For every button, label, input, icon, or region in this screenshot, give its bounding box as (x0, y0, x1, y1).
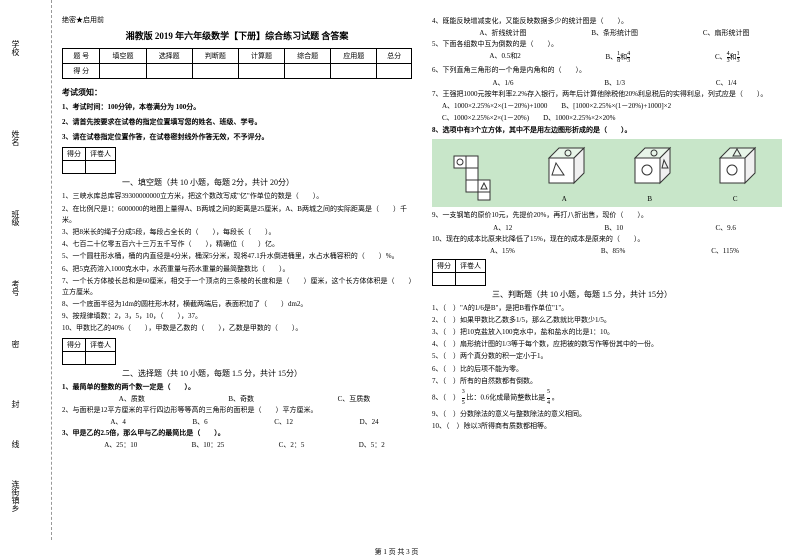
sec3-title: 三、判断题（共 10 小题，每题 1.5 分，共计 15分） (432, 289, 782, 300)
s1-q1: 1、三峡水库总库容39300000000立方米，把这个数改写成"亿"作单位的数是… (62, 191, 412, 202)
cube-b: B (620, 143, 680, 203)
s3-q6: 6、（ ）比的后项不能为零。 (432, 364, 782, 375)
s1-q3: 3、把8米长的绳子分成5段，每段占全长的（ ），每段长（ ）。 (62, 227, 412, 238)
th-app: 应用题 (331, 49, 377, 64)
s1-q6: 6、把5克药溶入1000克水中，水药重量与药水重量的最简整数比（ ）。 (62, 264, 412, 275)
s3-q8: 8、（ ） 35 比：0.6化成最简整数比是 54 。 (432, 388, 782, 408)
s2-q1-opts: A、质数 B、奇数 C、互质数 (62, 394, 412, 404)
s3-q3: 3、（ ）把10克盐放入100克水中，盐和盐水的比是1：10。 (432, 327, 782, 338)
notice-head: 考试须知： (62, 87, 412, 98)
left-column: 绝密★启用前 湘教版 2019 年六年级数学【下册】综合练习试题 含答案 题 号… (52, 0, 422, 540)
s2-q8: 8、选项中有3个立方体，其中不是用左边图形折成的是（ ）。 (432, 125, 782, 136)
th-calc: 计算题 (238, 49, 284, 64)
s2-q10-opts: A、15% B、85% C、115% (432, 246, 782, 256)
score-table: 题 号 填空题 选择题 判断题 计算题 综合题 应用题 总分 得 分 (62, 48, 412, 79)
binding-column: 学校 姓名 班级 考号 密 封 线 连街镇乡 (0, 0, 52, 540)
s1-q7: 7、一个长方体棱长总和是60厘米，相交于一个顶点的三条棱的长度和是（ ）厘米，这… (62, 276, 412, 298)
s1-q5: 5、一个圆柱形水桶，桶的内直径是4分米，桶深5分米，现将47.1升水倒进桶里，水… (62, 251, 412, 262)
th-num: 题 号 (63, 49, 100, 64)
s2-q5-opts: A、0.5和2 B、18和43 C、43和13 (432, 51, 782, 64)
bind-seal3: 线 (10, 440, 21, 448)
s2-q7a: A、1000×2.25%×2×(1－20%)+1000 B、[1000×2.25… (432, 101, 782, 112)
s2-q6: 6、下列直角三角形的一个角是内角和的（ ）。 (432, 65, 782, 76)
cube-net (449, 151, 509, 203)
exam-title: 湘教版 2019 年六年级数学【下册】综合练习试题 含答案 (62, 29, 412, 42)
s3-q1: 1、（ ）"A的1/6是B"，是把B看作单位"1"。 (432, 303, 782, 314)
subscore-1: 得分评卷人 (62, 147, 116, 174)
td-score: 得 分 (63, 64, 100, 79)
s2-q1: 1、最简单的整数的两个数一定是（ ）。 (62, 382, 412, 393)
s2-q9-opts: A、12 B、10 C、9.6 (432, 223, 782, 233)
s2-q3: 3、甲是乙的2.5倍，那么甲与乙的最简比是（ ）。 (62, 428, 412, 439)
cube-a: A (534, 143, 594, 203)
s2-q6-opts: A、1/6 B、1/3 C、1/4 (432, 78, 782, 88)
bind-seal2: 封 (10, 400, 21, 408)
s2-q3-opts: A、25：10 B、10：25 C、2：5 D、5：2 (62, 440, 412, 450)
s3-q7: 7、（ ）所有的自然数都有倒数。 (432, 376, 782, 387)
s3-q5: 5、（ ）两个真分数的积一定小于1。 (432, 351, 782, 362)
th-judge: 判断题 (192, 49, 238, 64)
subscore-3: 得分评卷人 (432, 259, 486, 286)
ss-score: 得分 (63, 148, 86, 161)
sec2-title: 二、选择题（共 10 小题，每题 1.5 分，共计 15分） (62, 368, 412, 379)
th-comp: 综合题 (285, 49, 331, 64)
th-choice: 选择题 (146, 49, 192, 64)
s2-q7: 7、王强把1000元按年利率2.2%存入银行，两年后计算他除税他20%利息税后的… (432, 89, 782, 100)
th-total: 总分 (377, 49, 412, 64)
subscore-2: 得分评卷人 (62, 338, 116, 365)
s2-q2: 2、与面积是12平方厘米的平行四边形等等高的三角形的面积是（ ）平方厘米。 (62, 405, 412, 416)
th-fill: 填空题 (100, 49, 146, 64)
s2-q4-opts: A、折线统计图 B、条形统计图 C、扇形统计图 (432, 28, 782, 38)
cube-options: A B (432, 139, 782, 207)
bind-exam: 考号 (10, 280, 21, 296)
notice-1: 1、考试时间：100分钟，本卷满分为 100分。 (62, 103, 412, 113)
s2-q10: 10、现在的成本比原来比降低了15%，现在的成本是原来的（ ）。 (432, 234, 782, 245)
s1-q9: 9、按规律填数：2，3，5，10，（ ），37。 (62, 311, 412, 322)
ss-grader: 评卷人 (86, 148, 116, 161)
cube-c: C (705, 143, 765, 203)
s2-q7c: C、1000×2.25%×2×(1－20%) D、1000×2.25%×2×20… (432, 113, 782, 124)
notice-3: 3、请在试卷指定位置作答，在试卷密封线外作答无效，不予评分。 (62, 133, 412, 143)
bind-addr: 连街镇乡 (10, 480, 21, 512)
s2-q4: 4、既能反映增减变化，又能反映数据多少的统计图是（ ）。 (432, 16, 782, 27)
s1-q4: 4、七百二十亿零五百六十三万五千写作（ ），精确位（ ）亿。 (62, 239, 412, 250)
page-footer: 第 1 页 共 3 页 (0, 547, 793, 557)
s1-q8: 8、一个底面半径为1dm的圆柱形木材，横截两端后，表面积加了（ ）dm2。 (62, 299, 412, 310)
notice-2: 2、请首先按要求在试卷的指定位置填写您的姓名、班级、学号。 (62, 118, 412, 128)
s3-q9: 9、（ ）分数除法的意义与整数除法的意义相同。 (432, 409, 782, 420)
s3-q4: 4、（ ）扇形统计图的1/3等于每个数，应把被的数写作等份其中的一份。 (432, 339, 782, 350)
s2-q5: 5、下面各组数中互为倒数的是（ ）。 (432, 39, 782, 50)
bind-name: 姓名 (10, 130, 21, 146)
s3-q2: 2、（ ）如果甲数比乙数多1/5，那么乙数就比甲数少1/5。 (432, 315, 782, 326)
s1-q2: 2、在比例尺是1：6000000的地图上量得A、B两城之间的距离是25厘米，A、… (62, 204, 412, 226)
bind-seal1: 密 (10, 340, 21, 348)
sec1-title: 一、填空题（共 10 小题，每题 2分，共计 20分） (62, 177, 412, 188)
header-tag: 绝密★启用前 (62, 15, 412, 25)
bind-class: 班级 (10, 210, 21, 226)
right-column: 4、既能反映增减变化，又能反映数据多少的统计图是（ ）。 A、折线统计图 B、条… (422, 0, 792, 540)
s2-q2-opts: A、4 B、6 C、12 D、24 (62, 417, 412, 427)
s1-q10: 10、甲数比乙的40%（ ），甲数是乙数的（ ），乙数是甲数的（ ）。 (62, 323, 412, 334)
bind-school: 学校 (10, 40, 21, 56)
s3-q10: 10、（ ）除以3所得商有质数都相等。 (432, 421, 782, 432)
s2-q9: 9、一支钢笔的原价10元，先提价20%，再打八折出售，现价（ ）。 (432, 210, 782, 221)
